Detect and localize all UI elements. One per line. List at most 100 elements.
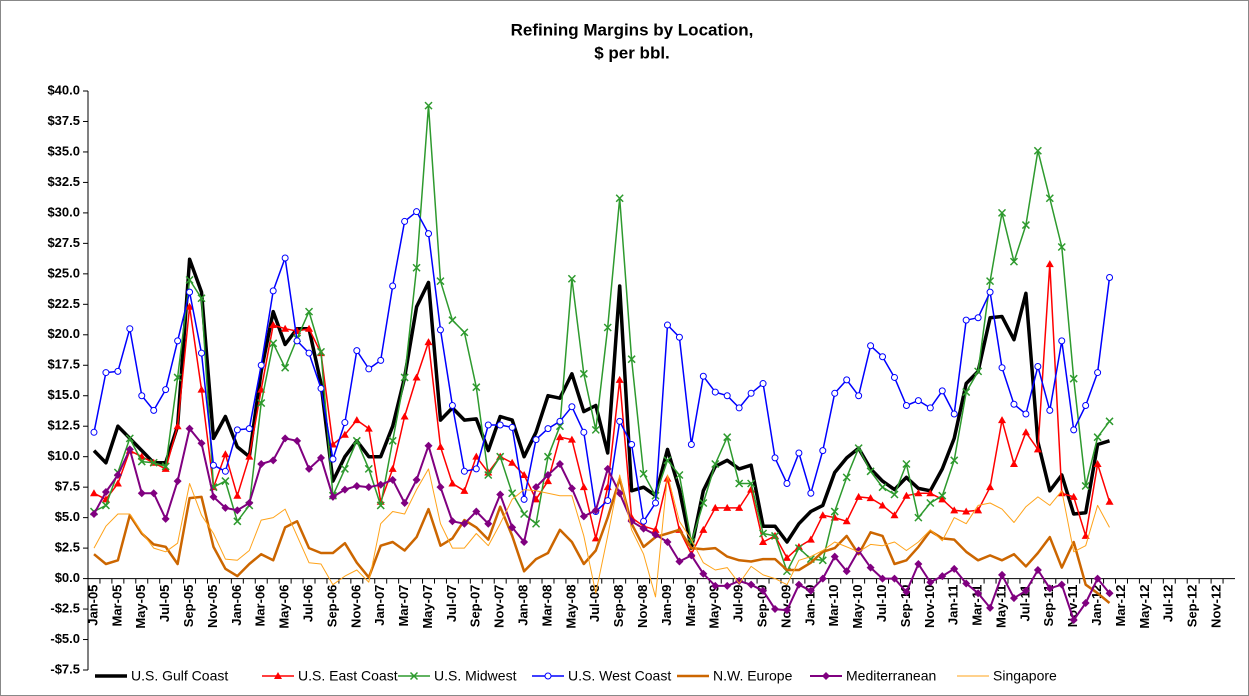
marker bbox=[125, 445, 134, 454]
marker bbox=[364, 464, 373, 473]
marker bbox=[747, 580, 756, 589]
marker bbox=[783, 480, 791, 488]
marker bbox=[424, 441, 433, 450]
marker bbox=[352, 436, 361, 445]
x-tick-label: Sep-11 bbox=[1041, 585, 1056, 627]
marker bbox=[938, 387, 946, 395]
marker bbox=[1081, 531, 1090, 539]
marker bbox=[460, 328, 469, 337]
marker bbox=[532, 519, 541, 528]
marker bbox=[747, 389, 755, 397]
chart-subtitle: $ per bbl. bbox=[594, 43, 670, 62]
marker bbox=[663, 456, 672, 465]
marker bbox=[555, 459, 564, 468]
marker bbox=[1045, 194, 1054, 203]
marker bbox=[520, 495, 528, 503]
marker bbox=[400, 499, 409, 508]
marker bbox=[914, 489, 923, 497]
marker bbox=[855, 392, 863, 400]
marker bbox=[197, 294, 206, 303]
marker bbox=[281, 254, 289, 262]
marker bbox=[1021, 221, 1030, 230]
marker bbox=[1105, 497, 1114, 505]
marker bbox=[842, 473, 851, 482]
legend-marker bbox=[274, 672, 282, 679]
x-tick-label: Mar-08 bbox=[539, 585, 554, 627]
marker bbox=[819, 447, 827, 455]
marker bbox=[257, 459, 266, 468]
marker bbox=[508, 523, 517, 532]
x-tick-label: Jul-05 bbox=[157, 585, 172, 623]
marker bbox=[185, 275, 194, 284]
marker bbox=[328, 492, 337, 501]
marker bbox=[615, 375, 624, 383]
marker bbox=[1069, 616, 1078, 625]
y-tick-label: $7.5 bbox=[55, 479, 80, 494]
legend-item: Mediterranean bbox=[810, 668, 936, 684]
marker bbox=[520, 509, 529, 519]
y-tick-label: $17.5 bbox=[47, 357, 80, 372]
marker bbox=[723, 581, 732, 590]
marker bbox=[735, 479, 744, 488]
marker bbox=[448, 316, 457, 325]
marker bbox=[914, 513, 923, 522]
marker bbox=[113, 479, 122, 487]
x-tick-label: Sep-10 bbox=[898, 585, 913, 628]
marker bbox=[269, 339, 278, 348]
marker bbox=[998, 364, 1006, 372]
x-tick-label: Mar-10 bbox=[826, 585, 841, 627]
x-tick-label: Mar-11 bbox=[970, 585, 985, 626]
marker bbox=[436, 326, 444, 334]
marker bbox=[508, 458, 517, 466]
marker bbox=[543, 470, 552, 479]
marker bbox=[938, 572, 947, 581]
x-tick-label: Jan-10 bbox=[802, 585, 817, 626]
marker bbox=[317, 384, 325, 392]
marker bbox=[1082, 401, 1090, 409]
marker bbox=[448, 517, 457, 526]
marker bbox=[185, 424, 194, 433]
marker bbox=[198, 349, 206, 357]
series bbox=[89, 424, 1114, 625]
x-tick-label: Jan-09 bbox=[659, 585, 674, 626]
marker bbox=[580, 428, 588, 436]
marker bbox=[472, 383, 481, 392]
marker bbox=[1070, 426, 1078, 434]
marker bbox=[771, 454, 779, 462]
marker bbox=[890, 373, 898, 381]
marker bbox=[424, 338, 433, 346]
marker bbox=[281, 434, 290, 443]
x-tick-label: Nov-12 bbox=[1209, 585, 1224, 628]
marker bbox=[281, 363, 290, 372]
marker bbox=[173, 373, 182, 382]
marker bbox=[782, 606, 791, 615]
y-tick-label: $10.0 bbox=[47, 448, 80, 463]
x-tick-label: Jan-08 bbox=[516, 585, 531, 626]
legend-item: U.S. West Coast bbox=[532, 668, 671, 684]
marker bbox=[1033, 566, 1042, 575]
legend-label: U.S. Midwest bbox=[434, 668, 517, 684]
marker bbox=[137, 457, 146, 466]
marker bbox=[460, 519, 469, 528]
marker bbox=[400, 373, 409, 382]
marker bbox=[305, 464, 314, 473]
marker bbox=[1021, 586, 1030, 595]
marker bbox=[138, 392, 146, 400]
marker bbox=[831, 389, 839, 397]
marker bbox=[699, 569, 708, 578]
marker bbox=[544, 425, 552, 433]
marker bbox=[794, 544, 803, 553]
marker bbox=[340, 430, 349, 438]
x-tick-label: Jul-06 bbox=[300, 585, 315, 623]
y-tick-label: -$7.5 bbox=[50, 661, 80, 676]
marker bbox=[579, 369, 588, 378]
marker bbox=[747, 479, 756, 488]
marker bbox=[771, 605, 780, 614]
marker bbox=[460, 467, 468, 475]
y-tick-label: $35.0 bbox=[47, 143, 80, 158]
marker bbox=[1045, 584, 1054, 593]
y-tick-label: $32.5 bbox=[47, 174, 80, 189]
marker bbox=[352, 481, 361, 490]
marker bbox=[316, 347, 326, 356]
